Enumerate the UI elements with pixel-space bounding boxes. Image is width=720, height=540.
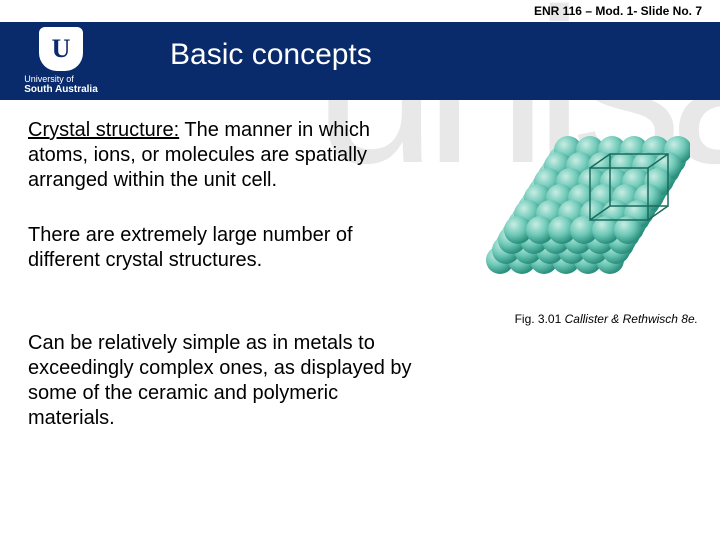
paragraph-2: There are extremely large number of diff… [28, 223, 418, 273]
logo-shield-icon: U [39, 27, 83, 71]
caption-label: Fig. 3.01 [515, 312, 565, 326]
paragraph-3: Can be relatively simple as in metals to… [28, 331, 418, 431]
crystal-lattice-figure [470, 120, 690, 310]
figure-caption: Fig. 3.01 Callister & Rethwisch 8e. [515, 312, 698, 326]
logo-line2: South Australia [24, 84, 98, 95]
slide-reference: ENR 116 – Mod. 1- Slide No. 7 [534, 4, 702, 18]
term-underlined: Crystal structure: [28, 119, 179, 141]
slide-title: Basic concepts [170, 38, 372, 72]
logo-line1: University of [24, 75, 98, 85]
university-logo: U University of South Australia [12, 22, 110, 100]
logo-glyph: U [52, 36, 71, 62]
paragraph-definition: Crystal structure: The manner in which a… [28, 118, 418, 193]
logo-text: University of South Australia [24, 75, 98, 96]
caption-source: Callister & Rethwisch 8e. [565, 312, 698, 326]
